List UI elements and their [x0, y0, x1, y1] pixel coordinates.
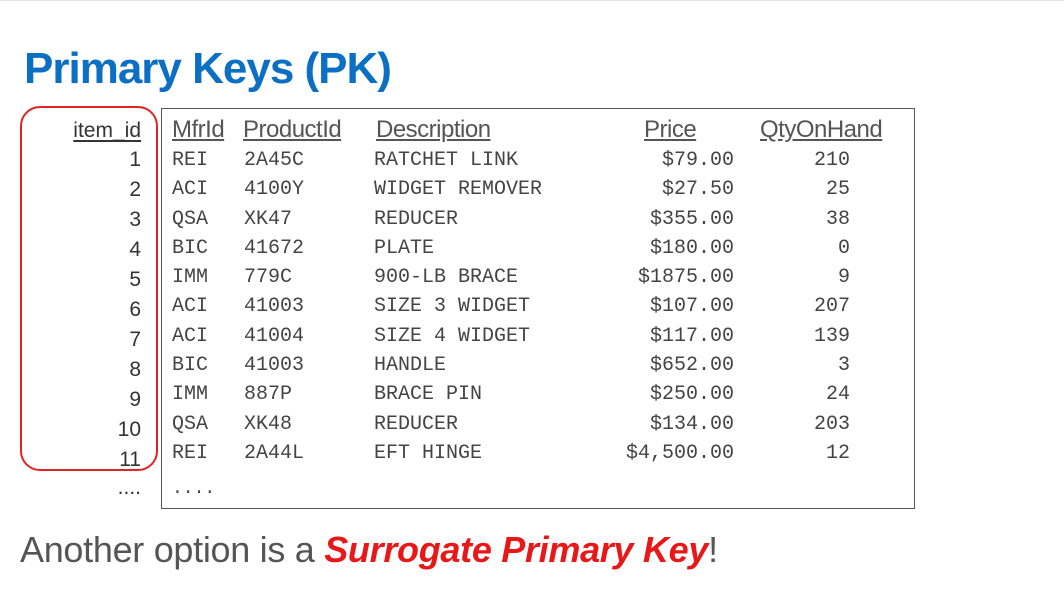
- cell-price: $134.00: [649, 412, 734, 436]
- cell-mfr-id: QSA: [172, 412, 209, 436]
- cell-product-id: 887P: [244, 383, 293, 407]
- cell-qty-on-hand: 24: [825, 383, 850, 407]
- cell-mfr-id: QSA: [172, 207, 209, 231]
- cell-price: $4,500.00: [625, 441, 734, 465]
- cell-description: SIZE 3 WIDGET: [374, 295, 531, 319]
- header-qty-on-hand: QtyOnHand: [760, 116, 883, 143]
- cell-mfr-id: IMM: [172, 383, 209, 407]
- cell-qty-on-hand: 25: [825, 178, 850, 202]
- item-id-cell: 2: [129, 178, 141, 201]
- cell-mfr-id: ACI: [172, 324, 209, 348]
- item-id-cell: 7: [129, 328, 141, 351]
- cell-price: $79.00: [661, 149, 734, 172]
- cell-description: WIDGET REMOVER: [374, 178, 543, 202]
- item-id-cell: 11: [119, 448, 141, 471]
- item-id-cell: 8: [129, 358, 141, 381]
- cell-description: REDUCER: [374, 207, 459, 231]
- cell-mfr-id: ACI: [172, 295, 209, 319]
- table-row: ACI 41004 SIZE 4 WIDGET $117.00 139: [170, 322, 900, 351]
- cell-qty-on-hand: 12: [825, 441, 850, 465]
- cell-price: $250.00: [649, 383, 734, 407]
- table-row: QSA XK48 REDUCER $134.00 203: [170, 410, 900, 439]
- table-row: REI 2A44L EFT HINGE $4,500.00 12: [170, 439, 900, 468]
- item-id-cell: 3: [129, 208, 141, 231]
- header-description: Description: [376, 116, 491, 143]
- item-id-cell: 9: [129, 388, 141, 411]
- header-price: Price: [644, 116, 697, 143]
- footer-sentence: Another option is a Surrogate Primary Ke…: [20, 527, 718, 573]
- cell-description: 900-LB BRACE: [374, 266, 519, 290]
- cell-price: $355.00: [649, 207, 734, 231]
- cell-mfr-id: BIC: [172, 354, 209, 378]
- cell-qty-on-hand: 3: [837, 354, 850, 378]
- cell-price: $1875.00: [637, 266, 734, 290]
- header-product-id: ProductId: [243, 116, 342, 143]
- cell-product-id: 2A45C: [244, 149, 305, 172]
- footer-text-before: Another option is a: [20, 529, 325, 570]
- cell-qty-on-hand: 9: [837, 266, 850, 290]
- table-row: IMM 779C 900-LB BRACE $1875.00 9: [170, 263, 900, 292]
- table-row: ACI 41003 SIZE 3 WIDGET $107.00 207: [170, 292, 900, 321]
- table-header-row: MfrId ProductId Description Price QtyOnH…: [170, 115, 900, 145]
- header-mfr-id: MfrId: [172, 116, 225, 143]
- product-table: MfrId ProductId Description Price QtyOnH…: [161, 108, 915, 509]
- cell-product-id: 2A44L: [244, 441, 305, 465]
- cell-description: EFT HINGE: [374, 441, 483, 465]
- item-id-cell: 5: [129, 268, 141, 291]
- cell-mfr-id: BIC: [172, 236, 209, 260]
- item-id-cell: 6: [129, 298, 141, 321]
- cell-price: $180.00: [649, 236, 734, 260]
- cell-product-id: XK48: [244, 412, 293, 436]
- cell-mfr-id: ACI: [172, 178, 209, 202]
- footer-text-after: !: [708, 529, 718, 570]
- cell-product-id: 41004: [244, 324, 305, 348]
- cell-description: HANDLE: [374, 354, 447, 378]
- cell-mfr-id: IMM: [172, 266, 209, 290]
- table-row: QSA XK47 REDUCER $355.00 38: [170, 205, 900, 234]
- table-body: REI 2A45C RATCHET LINK $79.00 210 ACI 4100Y WID…: [170, 146, 900, 468]
- cell-qty-on-hand: 38: [825, 207, 850, 231]
- cell-description: SIZE 4 WIDGET: [374, 324, 531, 348]
- item-id-column: item_id 1 2 3 4 5 6 7 8 9 10 11 ....: [40, 117, 141, 501]
- slide-title: Primary Keys (PK): [24, 44, 392, 93]
- cell-product-id: XK47: [244, 207, 293, 231]
- footer-emphasis: Surrogate Primary Key: [324, 529, 709, 570]
- item-id-ellipsis: ....: [117, 476, 141, 499]
- cell-product-id: 41672: [244, 236, 305, 260]
- table-row: REI 2A45C RATCHET LINK $79.00 210: [170, 146, 900, 175]
- item-id-cell: 1: [129, 148, 141, 171]
- item-id-values: 1 2 3 4 5 6 7 8 9 10 11: [40, 145, 141, 475]
- table-ellipsis: ....: [172, 479, 216, 499]
- cell-qty-on-hand: 203: [813, 412, 850, 436]
- cell-price: $27.50: [661, 178, 734, 202]
- cell-product-id: 41003: [244, 295, 305, 319]
- cell-price: $107.00: [649, 295, 734, 319]
- cell-qty-on-hand: 139: [813, 324, 850, 348]
- cell-product-id: 4100Y: [244, 178, 305, 202]
- cell-qty-on-hand: 207: [813, 295, 850, 319]
- cell-price: $117.00: [649, 324, 734, 348]
- cell-qty-on-hand: 210: [813, 149, 850, 172]
- table-row: ACI 4100Y WIDGET REMOVER $27.50 25: [170, 175, 900, 204]
- cell-description: PLATE: [374, 236, 435, 260]
- cell-mfr-id: REI: [172, 441, 209, 465]
- cell-mfr-id: REI: [172, 149, 209, 172]
- table-row: BIC 41003 HANDLE $652.00 3: [170, 351, 900, 380]
- table-row: BIC 41672 PLATE $180.00 0: [170, 234, 900, 263]
- cell-price: $652.00: [649, 354, 734, 378]
- table-row: IMM 887P BRACE PIN $250.00 24: [170, 380, 900, 409]
- item-id-cell: 10: [117, 418, 141, 441]
- cell-product-id: 779C: [244, 266, 293, 290]
- cell-description: REDUCER: [374, 412, 459, 436]
- cell-qty-on-hand: 0: [837, 236, 850, 260]
- cell-description: RATCHET LINK: [374, 149, 519, 172]
- item-id-cell: 4: [129, 238, 141, 261]
- cell-product-id: 41003: [244, 354, 305, 378]
- item-id-header: item_id: [73, 119, 141, 142]
- cell-description: BRACE PIN: [374, 383, 483, 407]
